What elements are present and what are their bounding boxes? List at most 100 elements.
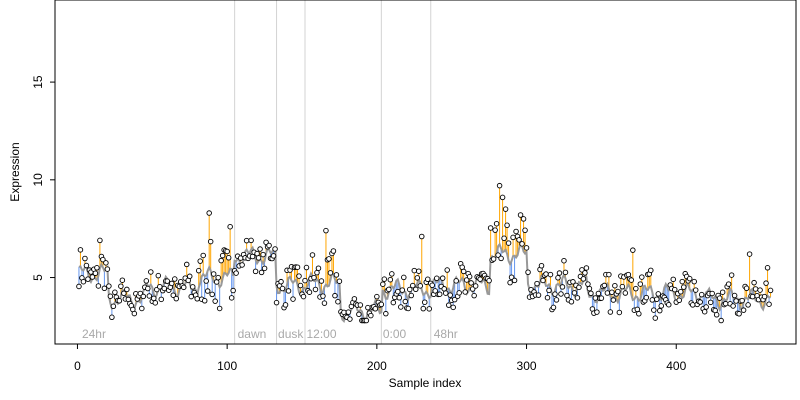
data-point — [414, 275, 421, 281]
data-point — [607, 309, 614, 315]
data-point — [261, 265, 268, 272]
data-point — [279, 285, 286, 292]
data-point — [228, 295, 235, 301]
y-axis-title: Expression — [8, 142, 22, 201]
data-point — [746, 251, 753, 257]
data-point — [657, 307, 663, 314]
data-point — [356, 311, 362, 318]
data-point — [707, 299, 714, 306]
y-axis: 5 10 15 — [31, 75, 55, 281]
data-point — [625, 271, 632, 278]
data-point — [82, 255, 88, 262]
data-point — [422, 299, 428, 305]
data-points — [76, 182, 774, 324]
data-point — [233, 270, 239, 276]
data-point — [740, 307, 747, 313]
data-point — [180, 284, 187, 291]
data-point — [219, 252, 226, 259]
data-point — [157, 283, 163, 290]
data-point — [432, 288, 438, 294]
data-point — [327, 270, 334, 276]
data-point — [302, 277, 308, 284]
y-tick-label: 15 — [31, 75, 45, 89]
data-point — [718, 317, 724, 324]
data-point — [204, 288, 211, 294]
data-point — [751, 279, 757, 286]
data-point — [398, 304, 404, 310]
data-point — [555, 275, 561, 281]
data-point — [272, 246, 278, 252]
plot-frame — [54, 0, 797, 345]
phase-labels: 24hr dawn dusk 12:00 0:00 48hr — [82, 327, 458, 341]
data-point — [496, 182, 503, 189]
data-point — [658, 303, 665, 309]
data-point — [173, 295, 180, 302]
data-point — [752, 286, 759, 292]
data-point — [609, 289, 615, 296]
data-point — [670, 276, 676, 283]
data-point — [636, 311, 642, 317]
data-point — [306, 289, 313, 295]
data-point — [381, 276, 388, 282]
data-point — [89, 274, 96, 280]
data-point — [610, 297, 617, 303]
x-axis-title: Sample index — [389, 376, 462, 390]
data-point — [498, 255, 504, 262]
data-point — [634, 306, 641, 313]
data-point — [76, 283, 82, 290]
data-point — [767, 287, 774, 294]
data-point — [585, 281, 591, 287]
data-point — [309, 252, 316, 258]
data-point — [583, 265, 590, 271]
data-point — [513, 228, 519, 235]
data-point — [411, 267, 418, 274]
data-point — [648, 267, 654, 274]
data-point — [195, 267, 202, 274]
data-point — [576, 284, 582, 291]
data-point — [601, 282, 608, 289]
data-point — [413, 286, 419, 293]
data-point — [326, 256, 332, 262]
data-point — [332, 292, 338, 299]
data-point — [100, 256, 106, 263]
data-point — [639, 274, 645, 280]
data-point — [592, 295, 599, 301]
data-point — [210, 271, 217, 277]
data-point — [321, 300, 328, 306]
data-point — [502, 206, 509, 212]
data-point — [336, 278, 343, 284]
data-point — [487, 225, 494, 231]
data-point — [450, 304, 456, 311]
phase-label-3: 12:00 — [306, 327, 336, 341]
data-point — [116, 298, 123, 304]
data-point — [112, 289, 118, 296]
data-point — [540, 277, 546, 284]
data-point — [194, 296, 200, 302]
data-point — [243, 237, 250, 244]
data-point — [155, 272, 162, 279]
data-point — [320, 293, 326, 299]
data-point — [499, 194, 506, 201]
data-point — [686, 275, 693, 282]
data-point — [495, 252, 501, 258]
data-point — [347, 316, 353, 322]
data-point — [736, 311, 742, 317]
data-point — [523, 245, 530, 251]
x-tick-label: 400 — [666, 359, 686, 373]
data-point — [692, 287, 699, 293]
data-point — [368, 312, 374, 319]
phase-label-5: 48hr — [434, 327, 458, 341]
data-point — [535, 292, 542, 298]
data-point — [186, 273, 193, 280]
data-point — [722, 300, 729, 307]
data-point — [703, 304, 709, 310]
data-point — [216, 305, 223, 312]
data-point — [538, 263, 545, 269]
data-point — [546, 287, 552, 294]
data-point — [146, 293, 153, 299]
data-point — [534, 280, 540, 287]
data-point — [85, 276, 91, 282]
data-point — [651, 307, 657, 313]
data-point — [519, 241, 525, 247]
data-point — [225, 255, 232, 261]
